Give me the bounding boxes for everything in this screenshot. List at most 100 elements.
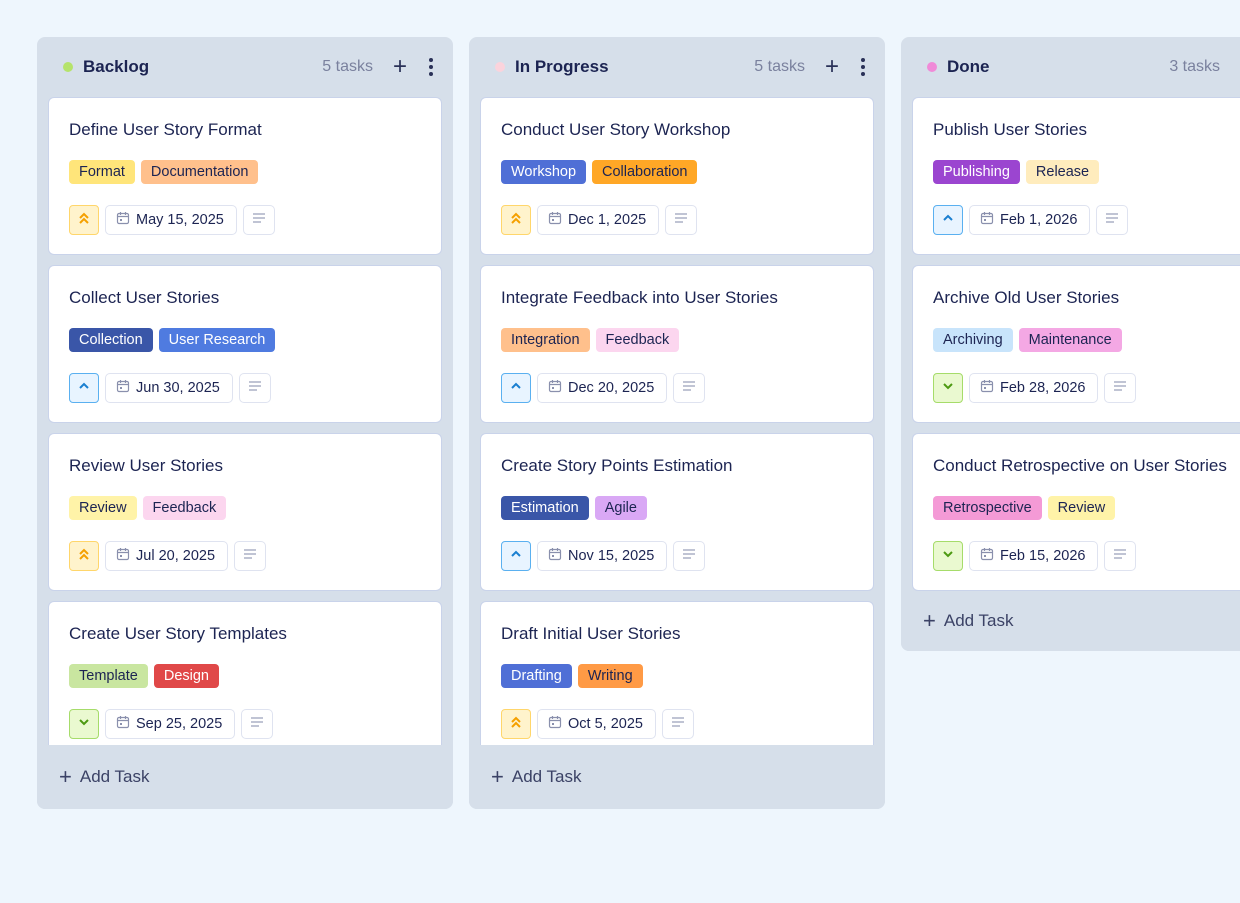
text-lines-icon — [243, 547, 257, 565]
due-date-button[interactable]: Feb 1, 2026 — [969, 205, 1091, 235]
text-lines-icon — [682, 379, 696, 397]
tag: Integration — [501, 328, 590, 352]
card-footer: Nov 15, 2025 — [501, 541, 706, 571]
task-card[interactable]: Integrate Feedback into User Stories Int… — [480, 265, 874, 423]
tag: Archiving — [933, 328, 1013, 352]
description-button[interactable] — [238, 373, 271, 403]
add-task-button[interactable]: + Add Task — [901, 591, 1240, 651]
double-chevron-up-icon — [77, 547, 91, 566]
double-chevron-up-icon — [509, 211, 523, 230]
due-date-button[interactable]: Jun 30, 2025 — [105, 373, 233, 403]
due-date-button[interactable]: Dec 1, 2025 — [537, 205, 660, 235]
calendar-icon — [116, 379, 130, 397]
tag: User Research — [158, 328, 276, 352]
priority-medium-button[interactable] — [69, 373, 99, 403]
more-options-icon[interactable] — [861, 58, 865, 76]
priority-medium-button[interactable] — [501, 373, 531, 403]
text-lines-icon — [1105, 211, 1119, 229]
priority-high-button[interactable] — [501, 205, 531, 235]
tag-list: Publishing Release — [933, 160, 1100, 184]
priority-medium-button[interactable] — [501, 541, 531, 571]
task-card[interactable]: Draft Initial User Stories Drafting Writi… — [480, 601, 874, 759]
priority-low-button[interactable] — [933, 373, 963, 403]
due-date: Dec 1, 2025 — [568, 212, 647, 228]
calendar-icon — [980, 211, 994, 229]
card-list: Conduct User Story Workshop Workshop Coll… — [469, 97, 885, 759]
priority-medium-button[interactable] — [933, 205, 963, 235]
task-title: Review User Stories — [69, 456, 223, 475]
card-footer: Oct 5, 2025 — [501, 709, 694, 739]
task-card[interactable]: Define User Story Format Format Documenta… — [48, 97, 442, 255]
card-footer: Dec 20, 2025 — [501, 373, 706, 403]
description-button[interactable] — [242, 205, 275, 235]
tag: Collection — [69, 328, 153, 352]
description-button[interactable] — [234, 541, 267, 571]
due-date-button[interactable]: Feb 15, 2026 — [969, 541, 1099, 571]
description-button[interactable] — [673, 373, 706, 403]
due-date: Dec 20, 2025 — [568, 380, 655, 396]
description-button[interactable] — [673, 541, 706, 571]
due-date-button[interactable]: Dec 20, 2025 — [537, 373, 668, 403]
task-card[interactable]: Collect User Stories Collection User Rese… — [48, 265, 442, 423]
task-title: Create Story Points Estimation — [501, 456, 733, 475]
task-card[interactable]: Archive Old User Stories Archiving Mainte… — [912, 265, 1240, 423]
task-card[interactable]: Conduct Retrospective on User Stories Re… — [912, 433, 1240, 591]
tag: Feedback — [595, 328, 680, 352]
add-task-button[interactable]: + Add Task — [37, 745, 453, 809]
due-date-button[interactable]: Sep 25, 2025 — [105, 709, 236, 739]
add-task-plus-icon[interactable]: + — [824, 53, 839, 80]
add-task-label: Add Task — [943, 611, 1014, 630]
due-date-button[interactable]: Oct 5, 2025 — [537, 709, 656, 739]
due-date-button[interactable]: Feb 28, 2026 — [969, 373, 1099, 403]
task-count: 5 tasks — [322, 58, 373, 75]
priority-high-button[interactable] — [69, 541, 99, 571]
text-lines-icon — [682, 547, 696, 565]
priority-high-button[interactable] — [501, 709, 531, 739]
card-footer: Sep 25, 2025 — [69, 709, 274, 739]
calendar-icon — [116, 547, 130, 565]
tag: Design — [153, 664, 219, 688]
task-card[interactable]: Review User Stories Review Feedback Jul 2… — [48, 433, 442, 591]
task-card[interactable]: Conduct User Story Workshop Workshop Coll… — [480, 97, 874, 255]
more-options-icon[interactable] — [429, 58, 433, 76]
text-lines-icon — [252, 211, 266, 229]
description-button[interactable] — [1104, 373, 1137, 403]
due-date: Feb 1, 2026 — [1000, 212, 1078, 228]
description-button[interactable] — [1104, 541, 1137, 571]
description-button[interactable] — [241, 709, 274, 739]
priority-high-button[interactable] — [69, 205, 99, 235]
status-dot — [63, 62, 73, 72]
tag: Drafting — [501, 664, 572, 688]
tag-list: Retrospective Review — [933, 496, 1116, 520]
task-card[interactable]: Publish User Stories Publishing Release F… — [912, 97, 1240, 255]
tag: Template — [69, 664, 148, 688]
priority-low-button[interactable] — [933, 541, 963, 571]
task-title: Collect User Stories — [69, 288, 220, 307]
tag-list: Review Feedback — [69, 496, 227, 520]
task-title: Archive Old User Stories — [933, 288, 1120, 307]
tag: Workshop — [501, 160, 587, 184]
column-title: In Progress — [515, 57, 609, 76]
add-task-plus-icon[interactable]: + — [392, 53, 407, 80]
text-lines-icon — [1113, 379, 1127, 397]
tag-list: Collection User Research — [69, 328, 276, 352]
due-date-button[interactable]: Nov 15, 2025 — [537, 541, 668, 571]
chevron-up-icon — [77, 379, 91, 398]
task-card[interactable]: Create User Story Templates Template Desi… — [48, 601, 442, 759]
card-footer: Dec 1, 2025 — [501, 205, 698, 235]
column-header: In Progress 5 tasks + — [469, 37, 885, 97]
add-task-button[interactable]: + Add Task — [469, 745, 885, 809]
plus-icon: + — [923, 608, 936, 633]
text-lines-icon — [250, 715, 264, 733]
priority-low-button[interactable] — [69, 709, 99, 739]
task-card[interactable]: Create Story Points Estimation Estimatio… — [480, 433, 874, 591]
tag-list: Format Documentation — [69, 160, 259, 184]
description-button[interactable] — [661, 709, 694, 739]
description-button[interactable] — [665, 205, 698, 235]
description-button[interactable] — [1096, 205, 1129, 235]
due-date-button[interactable]: May 15, 2025 — [105, 205, 237, 235]
due-date-button[interactable]: Jul 20, 2025 — [105, 541, 229, 571]
card-list: Define User Story Format Format Documenta… — [37, 97, 453, 759]
tag: Writing — [577, 664, 643, 688]
add-task-label: Add Task — [511, 767, 582, 786]
